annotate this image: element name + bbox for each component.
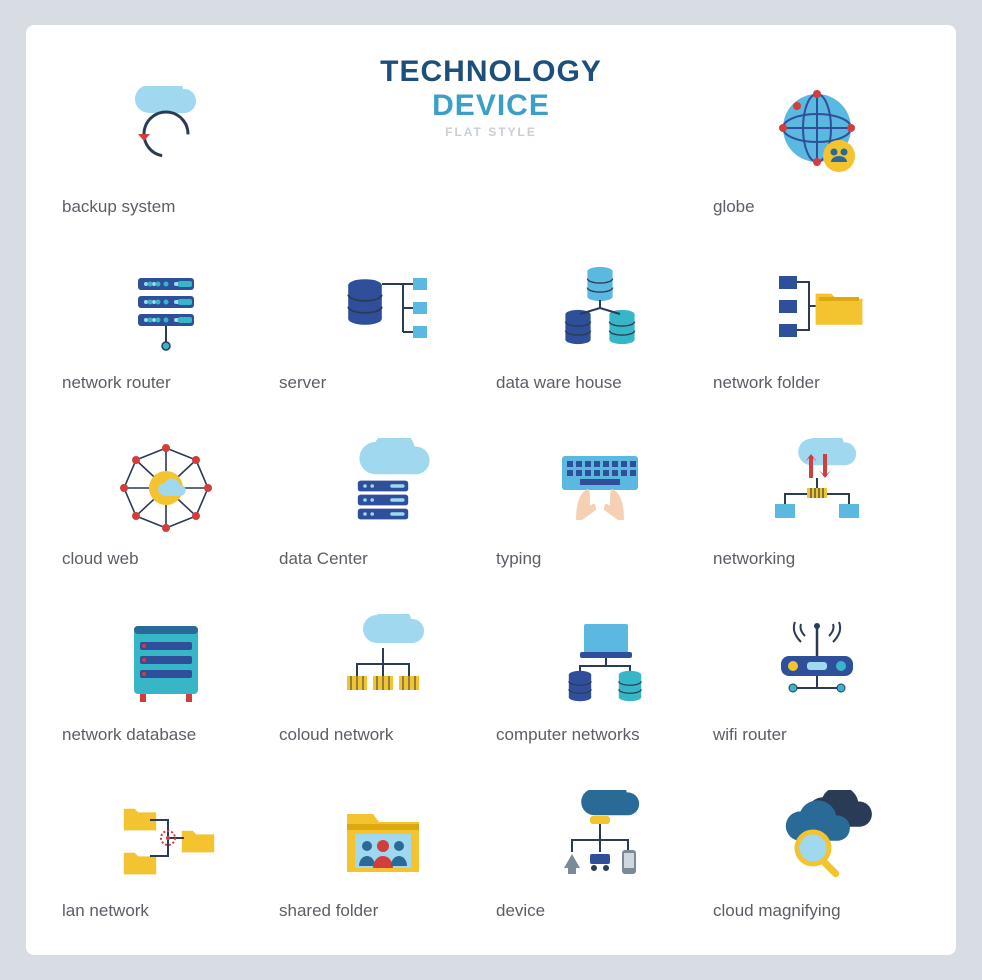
device-icon <box>494 782 705 897</box>
icon-cell-network-database: network database <box>60 583 271 753</box>
networking-icon <box>711 430 922 545</box>
icon-cell-data-center: data Center <box>277 407 488 577</box>
icon-label-network-database: network database <box>60 725 196 745</box>
typing-icon <box>494 430 705 545</box>
network-folder-icon <box>711 254 922 369</box>
icon-label-cloud-web: cloud web <box>60 549 139 569</box>
icon-label-lan-network: lan network <box>60 901 149 921</box>
icon-label-networking: networking <box>711 549 795 569</box>
shared-folder-icon <box>277 782 488 897</box>
cloud-web-icon <box>60 430 271 545</box>
cloud-network-icon <box>277 606 488 721</box>
icon-label-network-folder: network folder <box>711 373 820 393</box>
icon-label-computer-networks: computer networks <box>494 725 640 745</box>
wifi-router-icon <box>711 606 922 721</box>
network-router-icon <box>60 254 271 369</box>
title-block: TECHNOLOGY DEVICE FLAT STYLE <box>281 55 701 139</box>
icon-label-typing: typing <box>494 549 541 569</box>
data-warehouse-icon <box>494 254 705 369</box>
icon-cell-server: server <box>277 231 488 401</box>
server-icon <box>277 254 488 369</box>
cloud-magnifying-icon <box>711 782 922 897</box>
icon-cell-typing: typing <box>494 407 705 577</box>
icon-cell-cloud-web: cloud web <box>60 407 271 577</box>
title-line2: DEVICE <box>281 89 701 123</box>
icon-label-cloud-network: coloud network <box>277 725 393 745</box>
icon-cell-wifi-router: wifi router <box>711 583 922 753</box>
icon-label-network-router: network router <box>60 373 171 393</box>
network-database-icon <box>60 606 271 721</box>
title-line1: TECHNOLOGY <box>281 55 701 89</box>
icon-cell-device: device <box>494 759 705 929</box>
icon-cell-backup-system: backup system <box>60 55 271 225</box>
icon-cell-network-router: network router <box>60 231 271 401</box>
icon-label-globe: globe <box>711 197 755 217</box>
icon-label-backup-system: backup system <box>60 197 175 217</box>
icon-label-server: server <box>277 373 326 393</box>
lan-network-icon <box>60 782 271 897</box>
computer-networks-icon <box>494 606 705 721</box>
icon-cell-globe: globe <box>711 55 922 225</box>
icon-cell-computer-networks: computer networks <box>494 583 705 753</box>
icon-cell-lan-network: lan network <box>60 759 271 929</box>
icon-cell-cloud-network: coloud network <box>277 583 488 753</box>
icon-label-cloud-magnifying: cloud magnifying <box>711 901 841 921</box>
icon-cell-networking: networking <box>711 407 922 577</box>
icon-cell-data-warehouse: data ware house <box>494 231 705 401</box>
icon-label-shared-folder: shared folder <box>277 901 378 921</box>
icon-label-wifi-router: wifi router <box>711 725 787 745</box>
data-center-icon <box>277 430 488 545</box>
icon-cell-shared-folder: shared folder <box>277 759 488 929</box>
globe-icon <box>711 78 922 193</box>
icon-label-data-warehouse: data ware house <box>494 373 622 393</box>
icon-cell-network-folder: network folder <box>711 231 922 401</box>
icon-label-data-center: data Center <box>277 549 368 569</box>
icon-label-device: device <box>494 901 545 921</box>
title-subtitle: FLAT STYLE <box>281 125 701 139</box>
icon-cell-cloud-magnifying: cloud magnifying <box>711 759 922 929</box>
icon-grid: backup system globe network router server da… <box>60 55 922 935</box>
backup-system-icon <box>60 78 271 193</box>
icon-sheet: TECHNOLOGY DEVICE FLAT STYLE backup syst… <box>26 25 956 955</box>
